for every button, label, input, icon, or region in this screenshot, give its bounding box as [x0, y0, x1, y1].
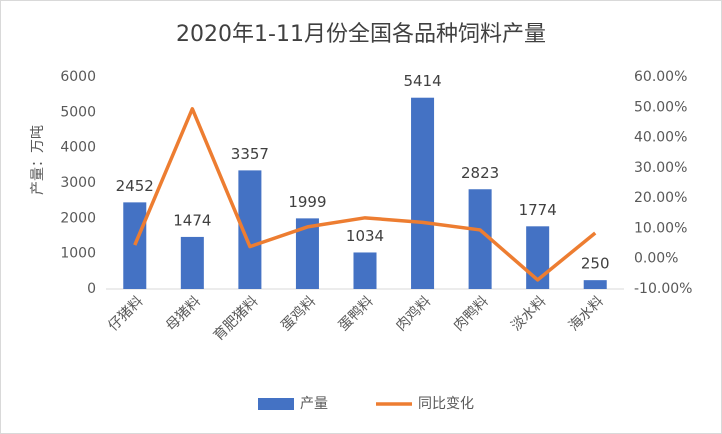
y-tick-label: 5000: [60, 104, 96, 120]
y-tick-label: 1000: [60, 246, 96, 262]
y2-tick-label: 60.00%: [634, 69, 687, 85]
y2-tick-label: 10.00%: [634, 220, 687, 236]
bar-value-label: 1774: [519, 201, 557, 219]
bar: [411, 97, 435, 290]
bar-value-label: 5414: [403, 72, 441, 90]
bar: [295, 218, 319, 289]
bar: [123, 202, 147, 289]
bar-value-label: 1474: [173, 211, 211, 229]
y2-tick-label: 50.00%: [634, 99, 687, 115]
y-tick-label: 0: [87, 281, 96, 297]
y2-tick-label: 20.00%: [634, 190, 687, 206]
bar: [180, 236, 204, 289]
y2-tick-label: 0.00%: [634, 251, 678, 267]
y-axis-label: 产量：万吨: [30, 125, 46, 195]
bar-value-label: 1034: [346, 227, 384, 245]
bar-value-label: 1999: [288, 193, 326, 211]
bar: [583, 280, 607, 289]
y-tick-label: 6000: [60, 69, 96, 85]
line: [133, 107, 597, 282]
legend-swatch: [258, 398, 294, 410]
y-tick-label: 3000: [60, 175, 96, 191]
bar-value-label: 3357: [231, 145, 269, 163]
y2-tick-label: -10.00%: [634, 281, 692, 297]
bar: [468, 189, 492, 289]
bar-value-label: 2452: [116, 177, 154, 195]
chart-title: 2020年1-11月份全国各品种饲料产量: [176, 22, 546, 47]
y2-tick-label: 30.00%: [634, 160, 687, 176]
y2-tick-label: 40.00%: [634, 130, 687, 146]
bar-value-label: 2823: [461, 164, 499, 182]
legend-label: 同比变化: [418, 396, 474, 412]
y-tick-label: 4000: [60, 140, 96, 156]
bar-value-label: 250: [581, 255, 610, 273]
bar: [353, 252, 377, 289]
bar: [238, 170, 262, 289]
legend-label: 产量: [300, 396, 328, 412]
y-tick-label: 2000: [60, 210, 96, 226]
